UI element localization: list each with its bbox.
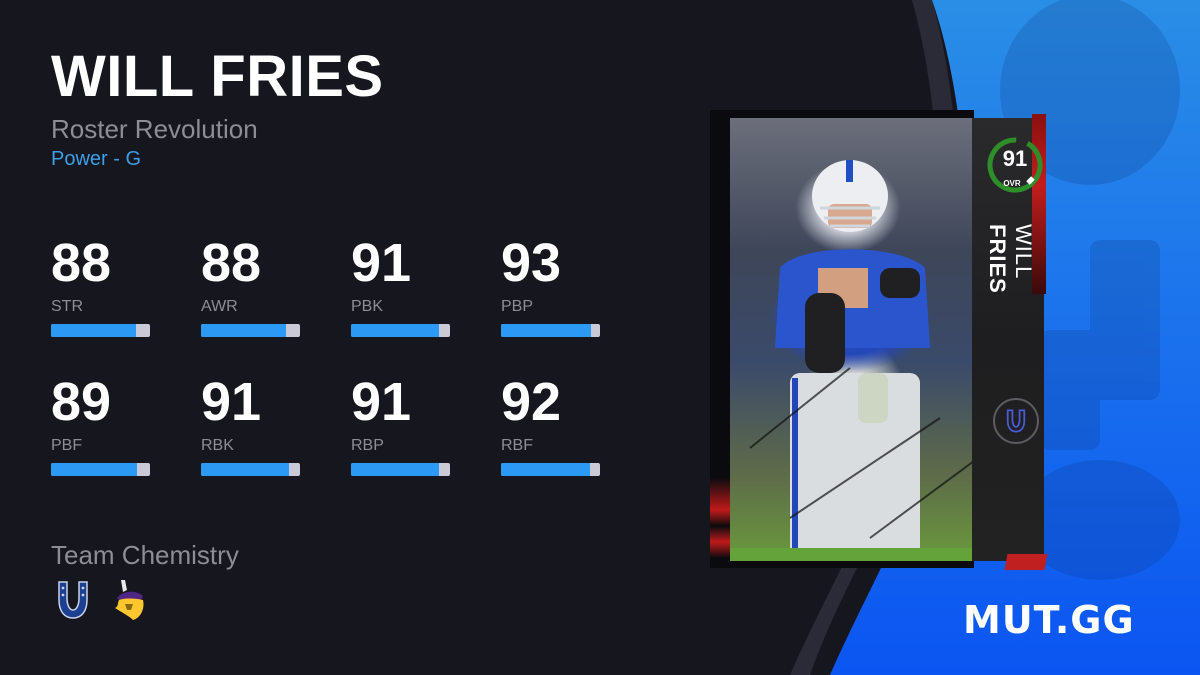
stat-label: PBK [351,298,384,315]
team-chemistry-label: Team Chemistry [51,540,239,570]
stat-bar [501,324,600,337]
stat-bar-fill [501,324,592,337]
stat-str: 88 STR [51,236,201,337]
stat-value: 88 [51,233,112,293]
stat-value: 93 [501,233,562,293]
card-accent [710,478,732,558]
colts-horseshoe-icon [1006,409,1026,433]
stat-label: PBF [51,437,83,454]
player-illustration [730,160,978,561]
stat-bar [351,463,450,476]
stat-bar [201,463,300,476]
card-player-name: WILL FRIES [982,224,1042,304]
stat-label: RBK [201,437,234,454]
stat-bar [51,324,150,337]
stat-bar-fill [201,463,290,476]
stat-rbp: 91 RBP [351,375,501,476]
stat-value: 88 [201,233,262,293]
stat-value: 91 [351,233,412,293]
stat-label: STR [51,298,83,315]
card-last-name: FRIES [985,224,1010,294]
player-name: WILL FRIES [51,44,384,109]
stat-awr: 88 AWR [201,236,351,337]
ovr-rating: 91 [1002,146,1028,171]
player-photo [730,118,978,561]
card-program-tag [1004,554,1048,570]
mutgg-logo[interactable]: MUT.GG [963,598,1135,642]
stat-bar-fill [201,324,287,337]
stat-value: 91 [351,372,412,432]
ovr-ring-icon [987,137,1043,193]
stat-rbf: 92 RBF [501,375,651,476]
archetype-position: Power - G [51,148,142,170]
stats-grid: 88 STR 88 AWR 91 PBK 93 PBP 89 PBF 91 RB… [51,236,651,476]
stat-label: AWR [201,298,238,315]
vikings-logo-icon[interactable] [111,578,151,622]
stat-bar-fill [351,463,440,476]
ovr-label: OVR [1003,179,1021,188]
stat-pbp: 93 PBP [501,236,651,337]
card-team-badge [993,398,1039,444]
stat-bar [51,463,150,476]
team-chemistry-icons [53,578,151,622]
stat-value: 91 [201,372,262,432]
stat-bar-fill [51,324,137,337]
card-side-accent [1032,114,1046,294]
card-first-name: WILL [1011,224,1036,280]
stat-value: 89 [51,372,112,432]
stat-pbf: 89 PBF [51,375,201,476]
stat-bar-fill [501,463,591,476]
stat-label: RBP [351,437,384,454]
stat-label: PBP [501,298,534,315]
colts-horseshoe-icon[interactable] [53,578,93,622]
stat-bar-fill [351,324,440,337]
stat-pbk: 91 PBK [351,236,501,337]
program-name: Roster Revolution [51,114,258,144]
stat-bar-fill [51,463,138,476]
player-card[interactable]: 91 OVR WILL FRIES [710,108,1056,572]
stat-bar [351,324,450,337]
stat-value: 92 [501,372,562,432]
stat-label: RBF [501,437,533,454]
stat-bar [201,324,300,337]
stat-rbk: 91 RBK [201,375,351,476]
stat-bar [501,463,600,476]
